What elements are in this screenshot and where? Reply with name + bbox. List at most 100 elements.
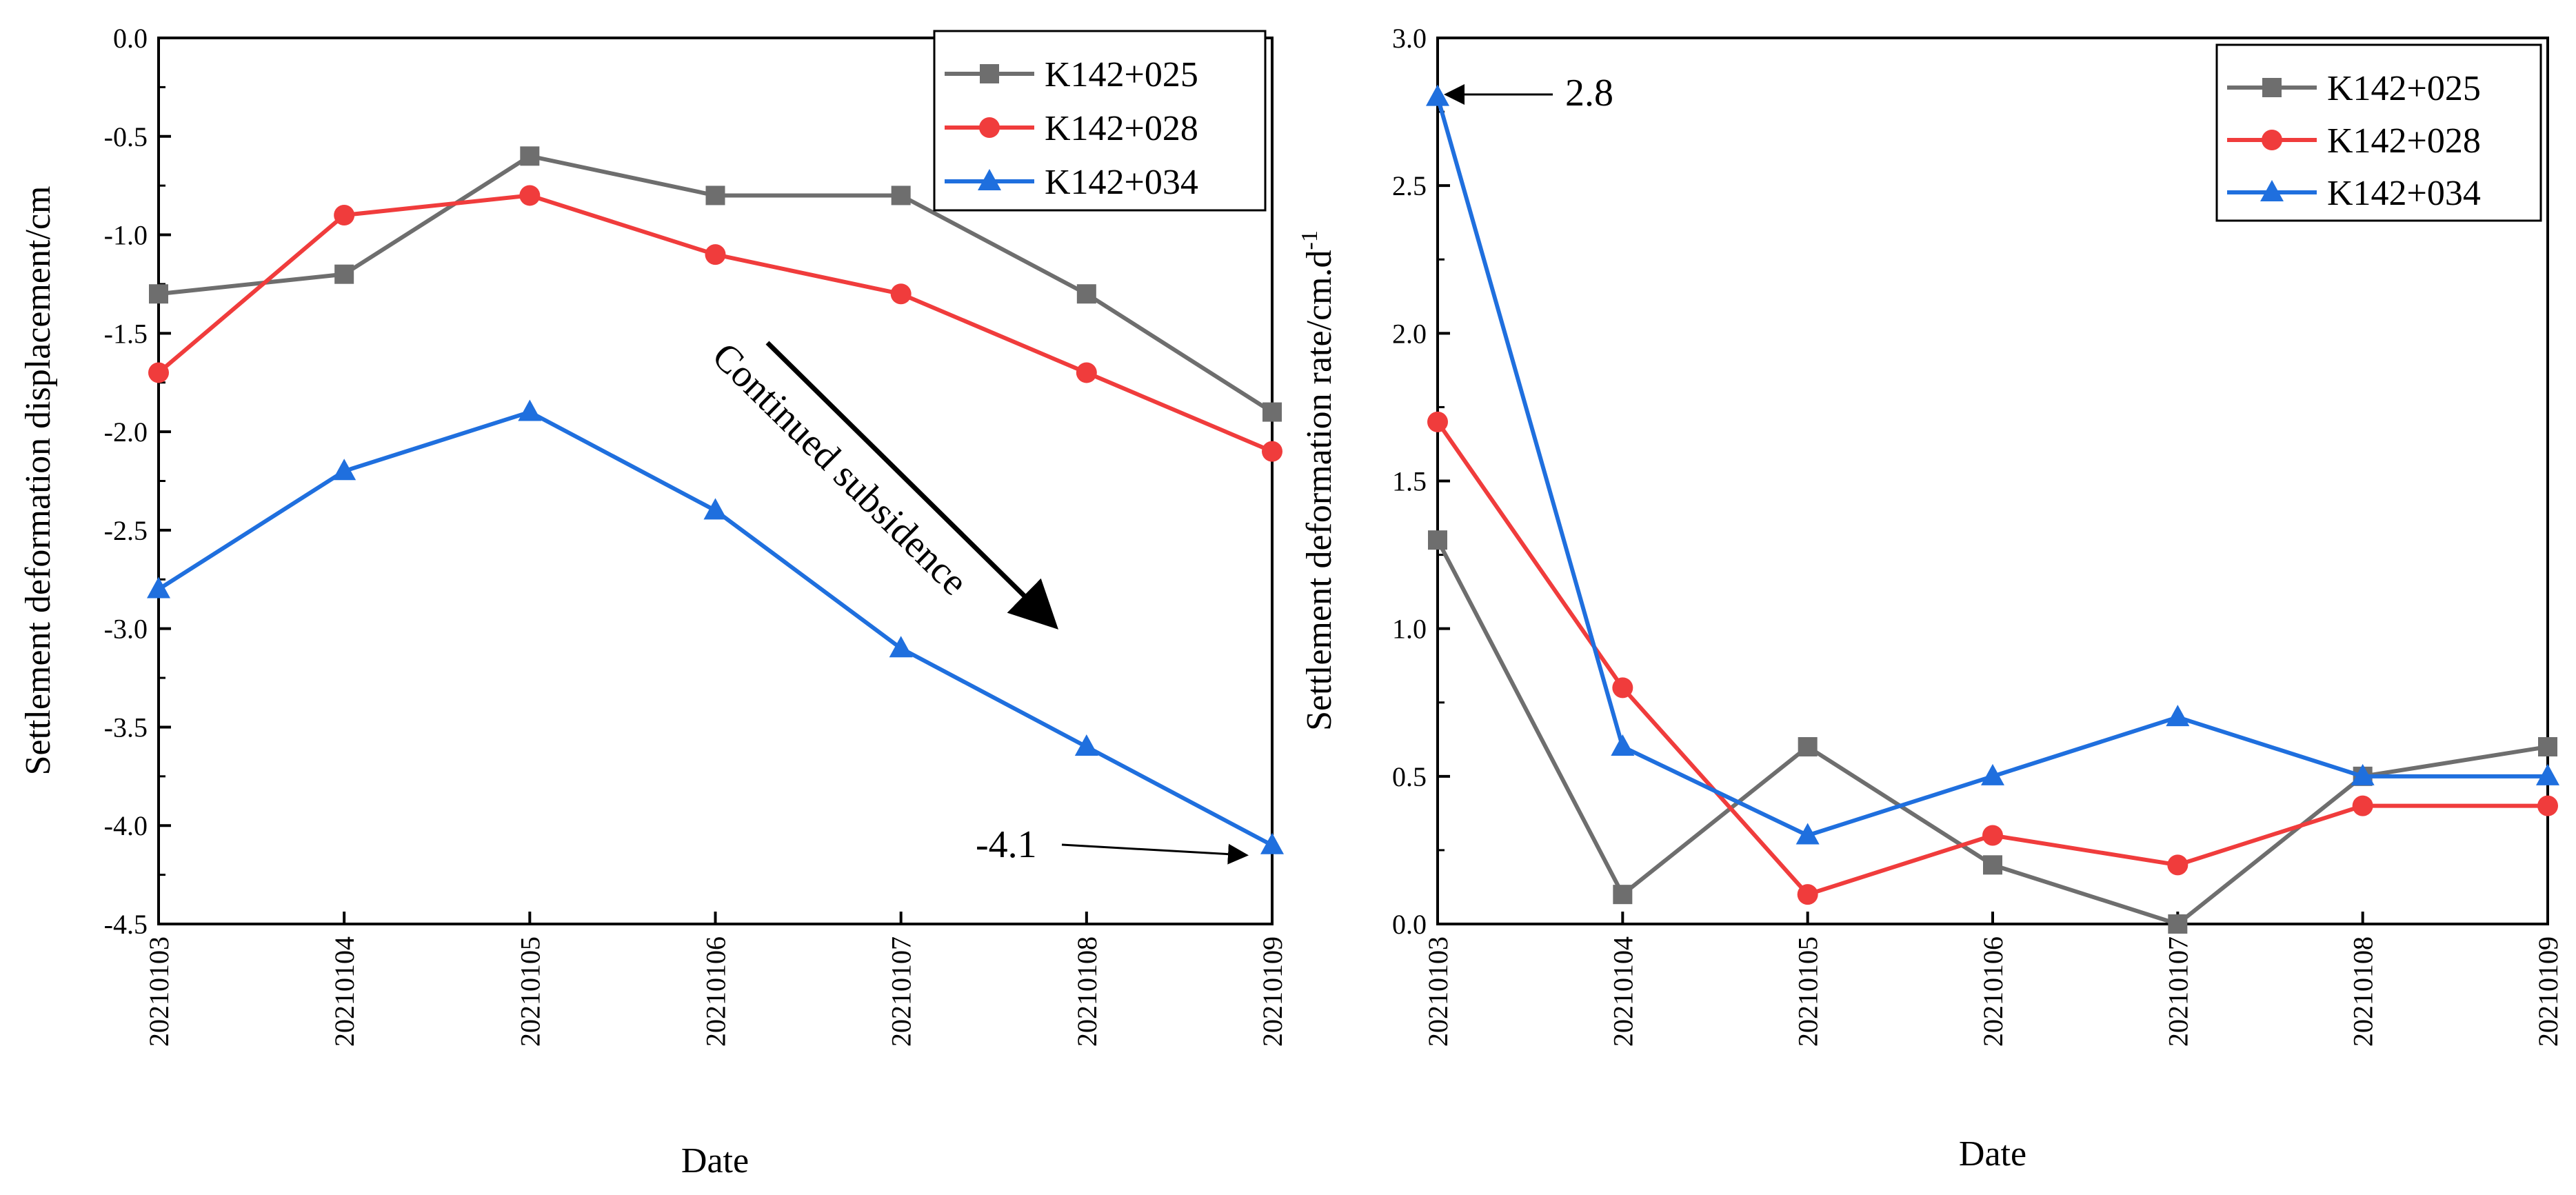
y-tick-label: 2.0: [1392, 318, 1427, 349]
min-value-arrow: [1061, 843, 1249, 865]
data-point: [889, 636, 913, 658]
data-point: [2538, 737, 2557, 756]
data-point: [1797, 884, 1818, 905]
x-tick-label: 20210107: [886, 936, 917, 1047]
data-point: [518, 399, 542, 421]
y-tick-label: -0.5: [104, 121, 148, 152]
data-point: [147, 576, 170, 599]
legend-label: K142+028: [2327, 121, 2481, 161]
series-line: [1436, 421, 2548, 897]
x-tick-label: 20210103: [1422, 936, 1453, 1047]
y-tick-label: -3.5: [104, 712, 148, 743]
data-point: [2352, 795, 2373, 816]
data-point: [1076, 362, 1097, 383]
data-point: [1076, 284, 1096, 304]
series-line: [157, 193, 1274, 454]
legend-label: K142+034: [1045, 163, 1198, 202]
y-tick-label: 0.0: [113, 23, 148, 54]
y-tick-label: 0.0: [1392, 909, 1427, 940]
legend-marker: [979, 117, 1000, 138]
data-point: [1427, 411, 1448, 432]
y-tick-label: 0.5: [1392, 761, 1427, 792]
data-point: [2536, 763, 2559, 785]
data-point: [1982, 825, 2003, 846]
data-point: [891, 185, 911, 205]
x-axis-label-right: Date: [1959, 1134, 2026, 1174]
data-point: [1426, 84, 1449, 106]
legend-marker: [2262, 130, 2282, 150]
y-tick-label: -4.0: [104, 810, 148, 841]
y-tick-label: -2.5: [104, 515, 148, 546]
x-tick-label: 20210108: [1071, 936, 1103, 1047]
legend-left: K142+025 K142+028 K142+034: [933, 30, 1267, 212]
subsidence-arrow: [765, 341, 1058, 630]
data-point: [1074, 734, 1098, 756]
data-point: [1262, 441, 1282, 462]
x-tick-label: 20210105: [1793, 936, 1824, 1047]
data-point: [890, 283, 912, 305]
data-point: [705, 185, 725, 205]
x-ticks-left: 20210103 20210104 20210105 20210106 20210107…: [143, 912, 1288, 1047]
data-point: [1262, 402, 1282, 422]
data-point: [1611, 734, 1635, 756]
y-axis-label-right-text: Settlement deformation rate/cm.d: [1300, 250, 1339, 730]
subsidence-annotation: Continued subsidence: [704, 334, 976, 603]
legend-marker: [978, 169, 1001, 190]
data-point: [149, 284, 168, 304]
legend-label: K142+025: [2327, 69, 2481, 108]
legend-right: K142+025 K142+028 K142+034: [2215, 43, 2542, 222]
data-point: [1428, 530, 1447, 550]
data-point: [2167, 854, 2188, 876]
y-tick-label: 1.5: [1392, 466, 1427, 497]
series-line: [157, 410, 1274, 847]
x-tick-label: 20210106: [1978, 936, 2009, 1047]
legend-marker: [980, 64, 999, 83]
min-value-annotation: -4.1: [976, 823, 1037, 866]
data-point: [334, 264, 354, 284]
y-tick-label: 3.0: [1392, 23, 1427, 54]
data-point: [148, 362, 169, 383]
series-group-right: [1426, 84, 2559, 934]
y-tick-label: -4.5: [104, 909, 148, 940]
data-point: [334, 205, 355, 225]
chart-left: 0.0-0.5-1.0-1.5-2.0-2.5-3.0-3.5-4.0-4.5 …: [19, 23, 1288, 1181]
data-point: [1613, 885, 1633, 905]
data-point: [1981, 763, 2004, 785]
legend-marker: [2262, 78, 2282, 97]
legend-label: K142+028: [1045, 109, 1198, 148]
data-point: [1798, 737, 1818, 756]
x-tick-label: 20210106: [701, 936, 732, 1047]
y-tick-label: -1.5: [104, 318, 148, 349]
series-group-left: [147, 146, 1284, 854]
x-tick-label: 20210109: [1257, 936, 1288, 1047]
data-point: [2166, 705, 2190, 727]
y-tick-label: 2.5: [1392, 170, 1427, 201]
data-point: [519, 185, 541, 206]
data-point: [1983, 855, 2002, 875]
data-point: [2351, 763, 2375, 785]
data-point: [703, 498, 727, 520]
x-tick-label: 20210104: [329, 936, 360, 1047]
y-tick-label: -3.0: [104, 614, 148, 645]
data-point: [705, 244, 726, 265]
y-axis-label-left: Settlement deformation displacement/cm: [19, 186, 58, 776]
max-value-annotation: 2.8: [1565, 72, 1613, 114]
y-tick-label: -2.0: [104, 416, 148, 448]
y-tick-label: -1.0: [104, 220, 148, 251]
x-tick-label: 20210104: [1607, 936, 1638, 1047]
x-tick-label: 20210107: [2162, 936, 2193, 1047]
x-axis-label-left: Date: [681, 1141, 749, 1181]
x-tick-label: 20210108: [2348, 936, 2379, 1047]
y-tick-label: 1.0: [1392, 614, 1427, 645]
y-ticks-right: 0.0 0.5 1.0 1.5 2.0 2.5 3.0: [1392, 23, 1450, 940]
data-point: [1612, 677, 1633, 699]
legend-label: K142+034: [2327, 174, 2481, 213]
x-ticks-right: 20210103 20210104 20210105 20210106 20210107…: [1422, 912, 2564, 1047]
data-point: [1795, 823, 1820, 845]
x-tick-label: 20210103: [143, 936, 174, 1047]
y-ticks-left: 0.0 -0.5 -1.0 -1.5 -2.0 -2.5 -3.0 -3.5 -4.0 -4.5: [104, 23, 171, 940]
x-tick-label: 20210105: [514, 936, 545, 1047]
legend-label: K142+025: [1045, 55, 1198, 94]
x-tick-label: 20210109: [2533, 936, 2564, 1047]
